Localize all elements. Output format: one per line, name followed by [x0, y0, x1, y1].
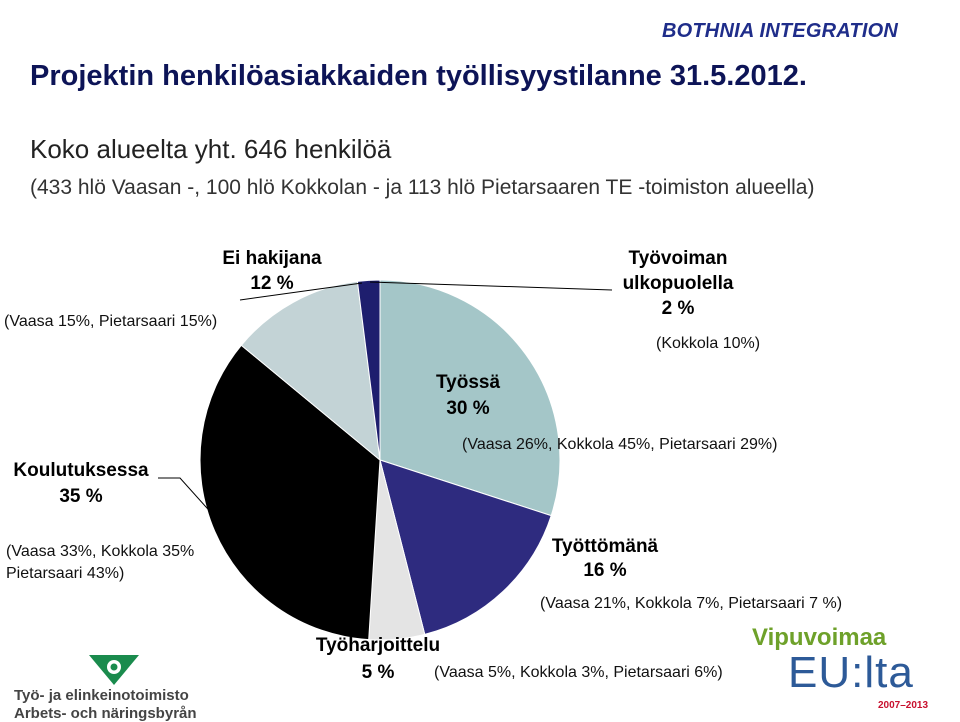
pie-slice-työttömänä — [379, 459, 552, 635]
note-koulutuksessa-1: (Vaasa 33%, Kokkola 35% — [6, 543, 194, 560]
label-tyossa-pct: 30 % — [446, 398, 489, 419]
label-tyottomana-pct: 16 % — [583, 560, 626, 581]
leader-line-ei-hakijana — [239, 282, 363, 301]
note-tyottomana: (Vaasa 21%, Kokkola 7%, Pietarsaari 7 %) — [540, 595, 842, 612]
label-tyovoiman: Työvoiman — [629, 248, 728, 269]
label-koulutuksessa-pct: 35 % — [59, 486, 102, 507]
subtitle-breakdown: (433 hlö Vaasan -, 100 hlö Kokkolan - ja… — [30, 176, 815, 199]
label-tyovoiman-pct: 2 % — [662, 298, 695, 319]
note-ei-hakijana: (Vaasa 15%, Pietarsaari 15%) — [4, 313, 217, 330]
page-title: Projektin henkilöasiakkaiden työllisyyst… — [30, 60, 807, 92]
subtitle-total: Koko alueelta yht. 646 henkilöä — [30, 134, 392, 164]
eulta-text: EU:lta — [788, 648, 914, 697]
years-text: 2007–2013 — [878, 700, 929, 711]
note-tyovoiman: (Kokkola 10%) — [656, 335, 760, 352]
pie-slice-työssä — [379, 279, 561, 517]
label-tyoharjoittelu-pct: 5 % — [362, 662, 395, 683]
leader-line-tyovoiman — [369, 281, 613, 291]
te-office-name-sv: Arbets- och näringsbyrån — [14, 705, 197, 722]
pie-slice-koulutuksessa — [199, 344, 381, 641]
note-tyossa: (Vaasa 26%, Kokkola 45%, Pietarsaari 29%… — [462, 436, 777, 453]
label-ei-hakijana: Ei hakijana — [222, 248, 322, 269]
note-koulutuksessa-2: Pietarsaari 43%) — [6, 565, 124, 582]
eu-logo: Vipuvoimaa EU:lta 2007–2013 — [748, 624, 948, 720]
label-tyovoiman-2: ulkopuolella — [623, 273, 734, 294]
label-ei-hakijana-pct: 12 % — [250, 273, 293, 294]
leader-line-koulutuksessa — [158, 477, 251, 557]
note-tyoharjoittelu: (Vaasa 5%, Kokkola 3%, Pietarsaari 6%) — [434, 664, 723, 681]
label-tyoharjoittelu: Työharjoittelu — [316, 635, 440, 656]
te-office-name-fi: Työ- ja elinkeinotoimisto — [14, 687, 189, 704]
label-tyossa: Työssä — [436, 372, 501, 393]
pie-slice-työvoiman-ulkopuolella — [356, 279, 381, 461]
label-koulutuksessa: Koulutuksessa — [13, 460, 149, 481]
te-logo-icon — [89, 655, 139, 685]
brand-title: BOTHNIA INTEGRATION — [661, 20, 898, 42]
vipuvoimaa-text: Vipuvoimaa — [752, 624, 887, 651]
label-tyottomana: Työttömänä — [552, 536, 659, 557]
pie-slice-ei-hakijana — [240, 280, 381, 462]
